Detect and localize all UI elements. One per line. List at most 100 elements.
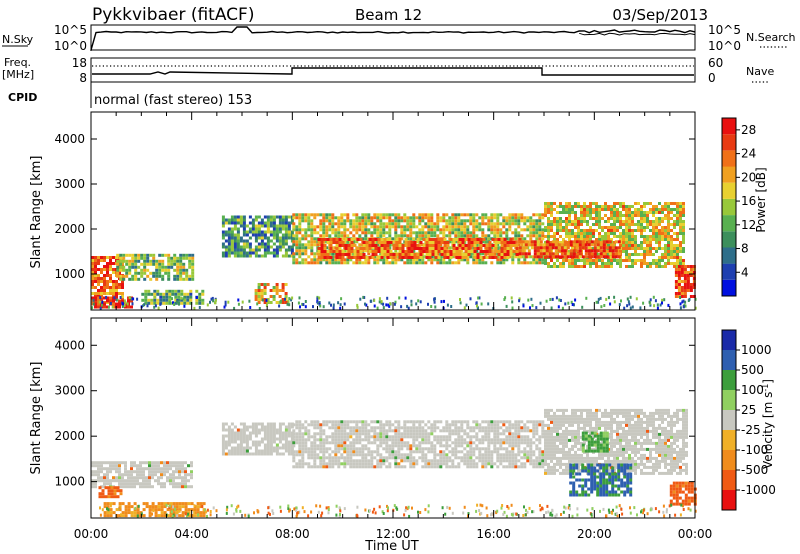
data-cell — [389, 250, 393, 253]
data-cell — [155, 268, 159, 272]
data-cell — [340, 447, 344, 451]
data-cell — [280, 299, 283, 303]
data-cell — [679, 296, 682, 299]
data-cell — [115, 296, 118, 300]
data-cell — [266, 239, 270, 243]
data-cell — [94, 302, 97, 306]
data-cell — [343, 213, 347, 217]
data-cell — [628, 238, 631, 241]
data-cell — [433, 465, 437, 469]
data-cell — [661, 220, 664, 223]
data-cell — [184, 485, 187, 489]
data-cell — [301, 465, 305, 469]
data-cell — [550, 223, 553, 226]
data-cell — [368, 250, 372, 253]
data-cell — [370, 435, 374, 439]
data-cell — [101, 495, 105, 499]
data-cell — [584, 249, 588, 253]
data-cell — [646, 226, 649, 229]
data-cell — [292, 255, 296, 259]
data-cell — [472, 258, 476, 262]
data-cell — [121, 511, 125, 515]
data-cell — [310, 435, 314, 439]
data-cell — [466, 231, 470, 235]
data-cell — [403, 441, 407, 445]
data-cell — [539, 252, 543, 256]
data-cell — [679, 241, 682, 244]
data-cell — [159, 298, 163, 302]
data-cell — [355, 441, 359, 445]
data-cell — [148, 508, 152, 512]
colorbar-tick-label: 24 — [741, 147, 756, 161]
data-cell — [376, 225, 380, 229]
data-cell — [430, 228, 434, 232]
data-cell — [161, 265, 165, 269]
data-cell — [122, 274, 126, 278]
data-cell — [673, 253, 676, 256]
data-cell — [337, 429, 341, 433]
data-cell — [673, 262, 676, 265]
data-cell — [109, 511, 113, 515]
data-cell — [185, 277, 189, 281]
data-cell — [470, 250, 474, 253]
data-cell — [350, 241, 354, 244]
data-cell — [433, 297, 436, 301]
data-cell — [97, 292, 100, 295]
data-cell — [580, 205, 583, 208]
data-cell — [373, 450, 377, 454]
data-cell — [563, 240, 567, 244]
data-cell — [395, 244, 399, 247]
data-cell — [418, 261, 422, 265]
data-cell — [284, 230, 288, 234]
data-cell — [505, 228, 509, 232]
data-cell — [683, 292, 687, 295]
data-cell — [581, 305, 584, 309]
data-cell — [236, 251, 240, 255]
data-cell — [152, 274, 156, 278]
data-cell — [652, 247, 655, 250]
data-cell — [352, 462, 356, 466]
data-cell — [610, 226, 613, 229]
data-cell — [124, 473, 127, 477]
data-cell — [464, 244, 468, 247]
data-cell — [466, 219, 470, 223]
data-cell — [421, 234, 425, 238]
data-cell — [593, 243, 597, 247]
data-cell — [433, 300, 436, 304]
data-cell — [587, 249, 591, 253]
data-cell — [158, 259, 162, 263]
data-cell — [124, 461, 127, 465]
data-cell — [325, 228, 329, 232]
data-cell — [658, 244, 661, 247]
data-cell — [245, 446, 249, 450]
data-cell — [364, 261, 368, 265]
data-cell — [598, 226, 601, 229]
data-cell — [292, 240, 296, 244]
data-cell — [118, 461, 121, 465]
data-cell — [316, 444, 320, 448]
data-cell — [319, 462, 323, 466]
data-cell — [412, 225, 416, 229]
data-cell — [337, 423, 341, 427]
data-cell — [458, 256, 462, 259]
data-cell — [532, 213, 536, 217]
data-cell — [358, 429, 362, 433]
data-cell — [617, 240, 621, 244]
data-cell — [191, 256, 195, 260]
data-cell — [506, 247, 510, 250]
data-cell — [475, 234, 479, 238]
data-cell — [353, 256, 357, 259]
data-cell — [388, 465, 392, 469]
data-cell — [127, 482, 130, 486]
data-cell — [397, 222, 401, 226]
data-cell — [337, 222, 341, 226]
data-cell — [403, 213, 407, 217]
data-cell — [103, 268, 106, 271]
data-cell — [322, 432, 326, 436]
data-cell — [586, 238, 589, 241]
data-cell — [439, 441, 443, 445]
data-cell — [586, 208, 589, 211]
data-cell — [335, 238, 339, 241]
data-cell — [454, 432, 458, 436]
data-cell — [325, 435, 329, 439]
